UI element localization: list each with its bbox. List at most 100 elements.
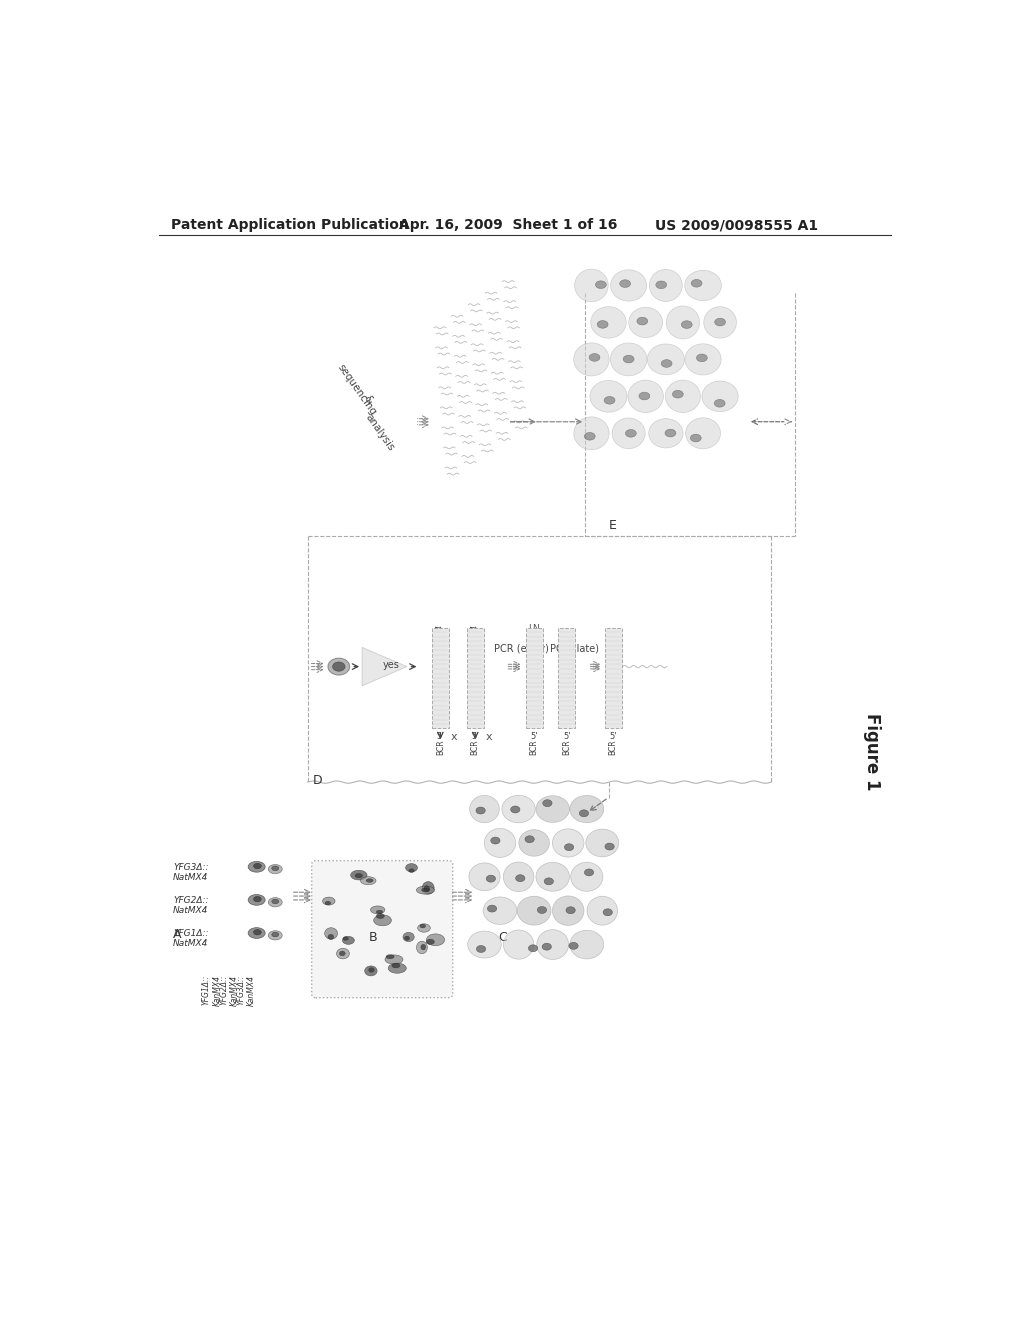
Text: BCR: BCR [471,739,479,755]
Ellipse shape [343,937,348,940]
Ellipse shape [325,928,338,939]
Text: BCR: BCR [608,739,617,755]
Ellipse shape [374,915,391,925]
Ellipse shape [574,269,608,302]
Text: 5': 5' [609,733,616,741]
Ellipse shape [528,945,538,952]
Ellipse shape [323,898,335,906]
Ellipse shape [409,869,415,873]
Ellipse shape [543,800,552,807]
Ellipse shape [585,869,594,876]
Ellipse shape [369,968,374,973]
Ellipse shape [715,318,726,326]
Ellipse shape [386,954,394,958]
Ellipse shape [591,306,627,338]
Text: B: B [369,931,377,944]
Ellipse shape [647,345,684,375]
Ellipse shape [516,875,525,882]
Text: BCR: BCR [529,739,539,755]
Ellipse shape [628,380,664,413]
Ellipse shape [597,321,608,329]
Ellipse shape [569,796,604,822]
Ellipse shape [325,902,331,906]
Ellipse shape [517,896,551,925]
Ellipse shape [367,879,373,882]
Ellipse shape [342,936,354,944]
Ellipse shape [418,924,430,932]
Ellipse shape [404,936,410,940]
FancyBboxPatch shape [311,861,453,998]
Ellipse shape [686,418,721,449]
Ellipse shape [696,354,708,362]
Text: x: x [485,733,492,742]
Ellipse shape [388,964,407,973]
Ellipse shape [486,875,496,882]
Text: NatMX4: NatMX4 [173,906,208,915]
Ellipse shape [504,862,534,891]
Ellipse shape [629,308,663,338]
Ellipse shape [570,862,603,891]
Ellipse shape [612,418,645,449]
Ellipse shape [637,317,648,325]
Ellipse shape [667,306,699,339]
Bar [467,628,483,729]
Text: yes: yes [383,660,400,669]
Text: YFG3Δ::
KanMX4: YFG3Δ:: KanMX4 [237,974,256,1006]
Ellipse shape [649,418,683,447]
Ellipse shape [376,911,383,913]
Bar [525,628,543,729]
Ellipse shape [328,659,349,675]
Text: Patent Application Publication: Patent Application Publication [171,218,409,232]
Ellipse shape [564,843,573,850]
Ellipse shape [268,898,283,907]
Ellipse shape [254,896,261,902]
Ellipse shape [691,280,702,288]
Ellipse shape [610,269,647,301]
Text: 5': 5' [530,733,538,741]
Ellipse shape [328,935,334,940]
Ellipse shape [350,870,367,880]
Text: YFG1Δ::
KanMX4: YFG1Δ:: KanMX4 [202,974,221,1006]
Text: PCR (early): PCR (early) [494,644,549,653]
Text: Figure 1: Figure 1 [863,713,881,791]
Ellipse shape [426,939,434,945]
Text: LN: LN [561,701,572,710]
Ellipse shape [626,429,636,437]
Text: C: C [499,931,507,944]
Ellipse shape [483,898,517,924]
Ellipse shape [406,863,418,873]
Ellipse shape [487,906,497,912]
Ellipse shape [573,417,609,450]
Text: NatMX4: NatMX4 [471,624,479,657]
Text: U2: U2 [528,717,540,726]
Ellipse shape [536,796,569,822]
Ellipse shape [333,663,345,672]
Text: U2: U2 [561,717,572,726]
Text: U2: U2 [470,717,481,726]
Text: NatMX4: NatMX4 [173,940,208,948]
Ellipse shape [655,281,667,289]
Ellipse shape [605,843,614,850]
Text: U1: U1 [470,701,481,710]
Ellipse shape [603,908,612,916]
Bar [558,628,575,729]
Ellipse shape [376,913,384,919]
Ellipse shape [248,862,265,873]
Ellipse shape [589,354,600,362]
Ellipse shape [254,863,261,869]
Ellipse shape [685,343,721,375]
Text: analysis: analysis [364,412,396,453]
Ellipse shape [271,932,279,937]
Ellipse shape [715,400,725,407]
Ellipse shape [580,809,589,817]
Ellipse shape [355,874,362,878]
Ellipse shape [248,928,265,939]
Text: 5': 5' [471,733,479,741]
Ellipse shape [392,964,400,968]
Ellipse shape [690,434,701,442]
Ellipse shape [624,355,634,363]
Ellipse shape [525,836,535,842]
Ellipse shape [542,944,552,950]
Text: YFG2Δ::: YFG2Δ:: [173,896,209,906]
Bar [432,628,449,729]
